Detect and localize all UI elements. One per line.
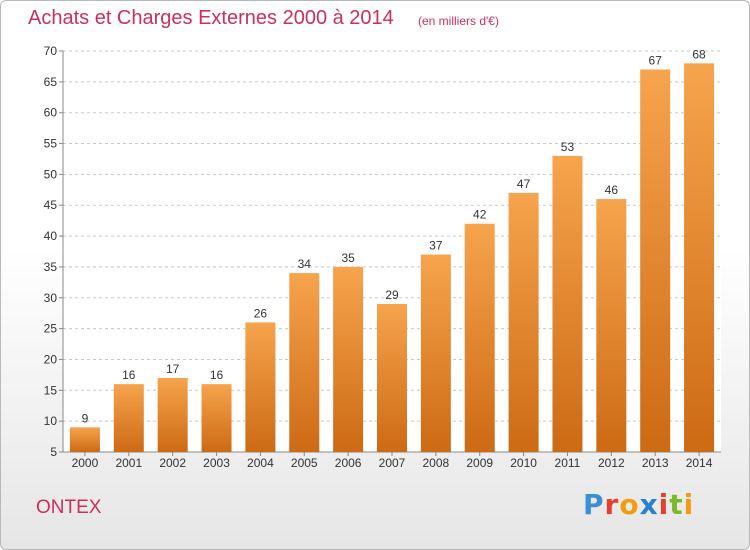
bar-2009: [464, 223, 495, 452]
chart-title: Achats et Charges Externes 2000 à 2014: [28, 7, 394, 29]
data-label-2006: 35: [341, 251, 355, 265]
x-tick-label-2003: 2003: [203, 456, 230, 470]
logo-letter: P: [583, 488, 605, 521]
x-tick-label-2006: 2006: [335, 456, 362, 470]
x-tick-label-2004: 2004: [247, 456, 274, 470]
bar-2011: [552, 155, 583, 452]
bar-2012: [596, 199, 627, 452]
bar-2006: [333, 266, 364, 452]
data-label-2007: 29: [385, 288, 399, 302]
data-label-2005: 34: [298, 257, 312, 271]
y-tick-label: 35: [44, 260, 58, 274]
x-tick-label-2011: 2011: [555, 456, 581, 470]
bar-2000: [69, 427, 100, 452]
y-tick-label: 55: [44, 137, 58, 151]
y-tick-label: 45: [44, 198, 58, 212]
logo-letter: i: [683, 488, 695, 521]
bar-2014: [684, 63, 715, 452]
logo-letter: i: [658, 488, 670, 521]
y-tick-label: 25: [44, 322, 58, 336]
y-tick-label: 10: [44, 414, 58, 428]
logo-letter: r: [604, 488, 620, 521]
x-tick-label-2000: 2000: [72, 456, 99, 470]
x-tick-label-2008: 2008: [423, 456, 450, 470]
data-label-2008: 37: [429, 239, 443, 253]
y-tick-label: 40: [44, 229, 58, 243]
logo-letter: t: [669, 488, 684, 521]
data-label-2001: 16: [122, 368, 136, 382]
x-tick-label-2005: 2005: [291, 456, 318, 470]
x-tick-label-2014: 2014: [686, 456, 713, 470]
data-label-2009: 42: [473, 208, 487, 222]
commune-name: ONTEX: [36, 497, 102, 518]
y-tick-label: 60: [44, 106, 58, 120]
data-label-2011: 53: [561, 140, 575, 154]
data-label-2003: 16: [210, 368, 224, 382]
y-tick-label: 20: [44, 352, 58, 366]
logo-letter: o: [619, 488, 640, 521]
bar-2005: [289, 273, 320, 452]
bar-2013: [640, 69, 671, 452]
data-label-2013: 67: [649, 54, 663, 68]
chart-subtitle: (en milliers d'€): [418, 14, 499, 28]
data-label-2014: 68: [692, 47, 706, 61]
bar-2002: [157, 377, 188, 452]
x-tick-label-2002: 2002: [159, 456, 186, 470]
bar-2007: [377, 303, 407, 452]
data-label-2012: 46: [605, 183, 619, 197]
y-tick-label: 65: [44, 75, 58, 89]
proxiti-logo: Proxiti: [583, 488, 694, 521]
y-tick-label: 5: [50, 445, 57, 459]
data-label-2004: 26: [254, 306, 268, 320]
data-label-2002: 17: [166, 362, 180, 376]
x-tick-label-2007: 2007: [379, 456, 406, 470]
x-tick-label-2013: 2013: [642, 456, 669, 470]
y-tick-label: 70: [44, 44, 58, 58]
data-label-2000: 9: [82, 411, 89, 425]
x-tick-label-2012: 2012: [598, 456, 625, 470]
y-tick-label: 30: [44, 291, 58, 305]
data-label-2010: 47: [517, 177, 531, 191]
bar-2010: [508, 192, 539, 452]
bar-2003: [201, 384, 232, 452]
bar-2001: [113, 384, 144, 452]
x-tick-label-2010: 2010: [510, 456, 537, 470]
y-tick-label: 15: [44, 383, 58, 397]
y-tick-label: 50: [44, 167, 58, 181]
bar-2004: [245, 322, 276, 452]
logo-letter: x: [639, 488, 659, 521]
x-tick-label-2009: 2009: [466, 456, 493, 470]
bar-2008: [420, 254, 451, 452]
x-tick-label-2001: 2001: [115, 456, 142, 470]
